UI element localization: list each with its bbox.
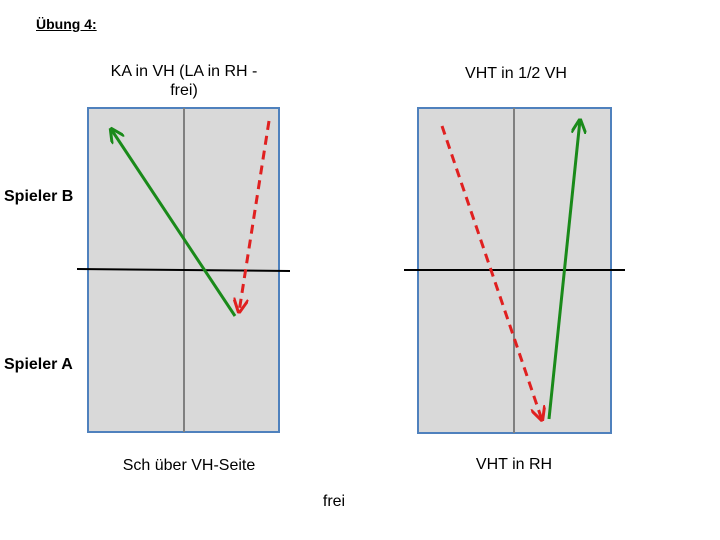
player-label: Spieler A <box>4 356 73 373</box>
net <box>76 268 291 272</box>
title: Übung 4: <box>36 16 97 32</box>
arrow-green <box>111 129 237 317</box>
caption: KA in VH (LA in RH - frei) <box>110 63 258 99</box>
caption: VHT in RH <box>475 456 553 473</box>
arrow-red <box>440 125 542 420</box>
player-label: Spieler B <box>4 188 74 205</box>
caption: VHT in 1/2 VH <box>465 65 567 82</box>
footer: frei <box>322 493 346 510</box>
arrow-green <box>547 120 580 420</box>
caption: Sch über VH-Seite <box>122 457 256 474</box>
arrow-red <box>239 120 271 312</box>
